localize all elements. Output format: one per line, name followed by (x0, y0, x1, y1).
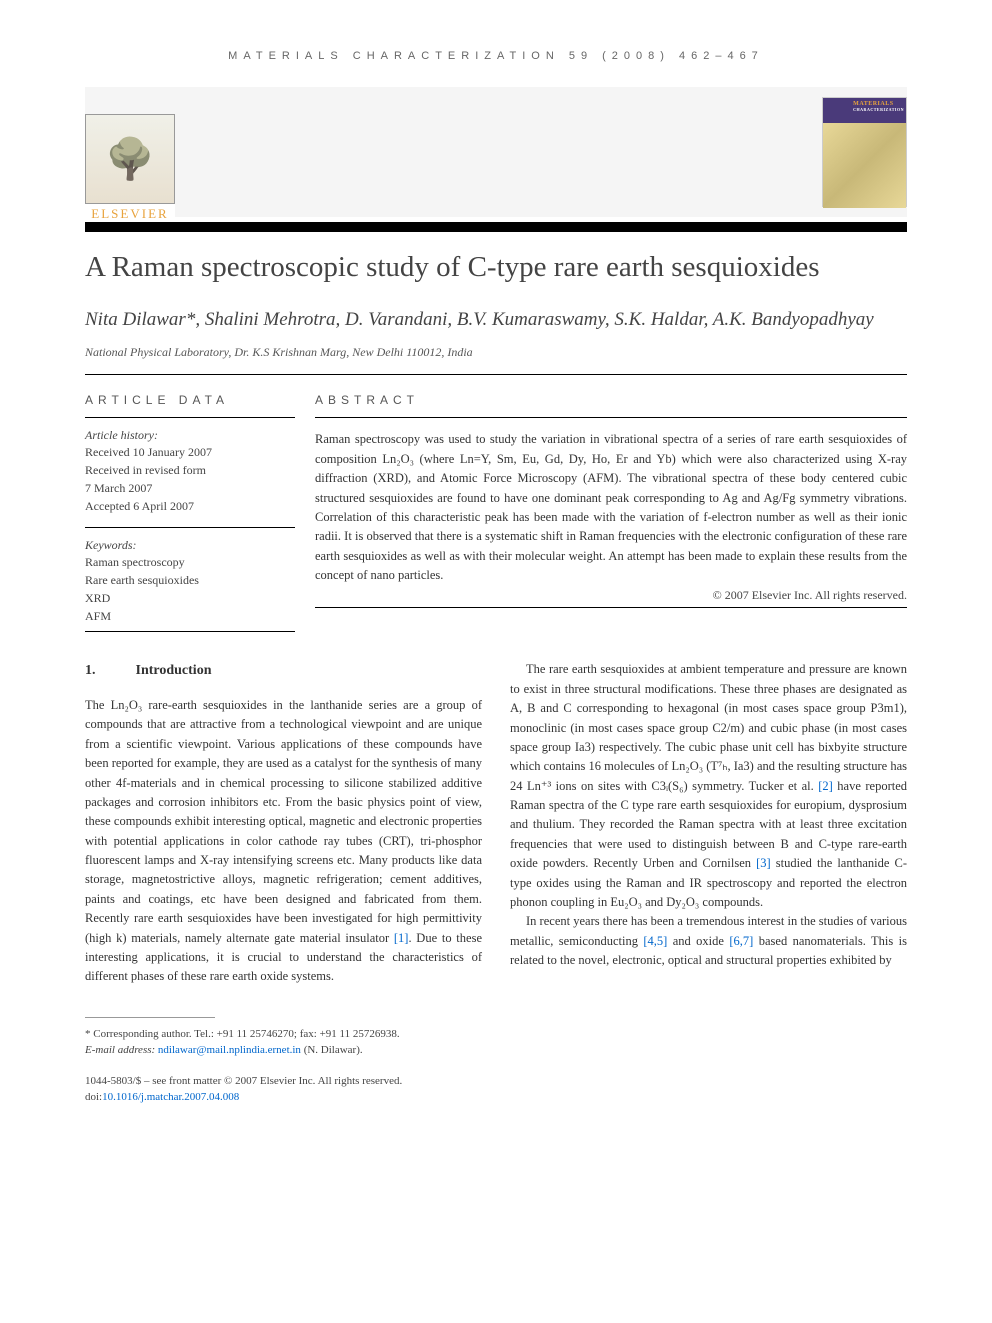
elsevier-tree-icon (85, 114, 175, 204)
article-data-heading: ARTICLE DATA (85, 393, 295, 407)
section-title: Introduction (136, 660, 212, 682)
authors: Nita Dilawar*, Shalini Mehrotra, D. Vara… (85, 307, 907, 334)
article-title: A Raman spectroscopic study of C-type ra… (85, 250, 907, 285)
doi-link[interactable]: 10.1016/j.matchar.2007.04.008 (102, 1091, 239, 1103)
front-matter: 1044-5803/$ – see front matter © 2007 El… (85, 1073, 907, 1090)
copyright-line: © 2007 Elsevier Inc. All rights reserved… (315, 588, 907, 603)
journal-header: ELSEVIER MATERIALS CHARACTERIZATION (85, 87, 907, 217)
corresponding-author: * Corresponding author. Tel.: +91 11 257… (85, 1026, 907, 1043)
article-history-label: Article history: (85, 428, 295, 443)
history-line-3: Accepted 6 April 2007 (85, 497, 295, 515)
abstract-rule-bottom (315, 607, 907, 608)
history-line-1: Received in revised form (85, 461, 295, 479)
elsevier-name: ELSEVIER (85, 206, 175, 222)
ref-link-67[interactable]: [6,7] (729, 934, 753, 948)
footer-rule (85, 1017, 215, 1018)
ref-link-2[interactable]: [2] (818, 779, 833, 793)
title-rule-thick (85, 222, 907, 232)
keywords-label: Keywords: (85, 538, 295, 553)
running-header: MATERIALS CHARACTERIZATION 59 (2008) 462… (85, 50, 907, 62)
intro-para-3: In recent years there has been a tremend… (510, 912, 907, 970)
email-link[interactable]: ndilawar@mail.nplindia.ernet.in (158, 1044, 301, 1056)
history-line-0: Received 10 January 2007 (85, 443, 295, 461)
doi-line: doi:10.1016/j.matchar.2007.04.008 (85, 1089, 907, 1106)
intro-para-2: The rare earth sesquioxides at ambient t… (510, 660, 907, 912)
journal-cover-title: MATERIALS CHARACTERIZATION (853, 101, 904, 113)
abstract-text: Raman spectroscopy was used to study the… (315, 430, 907, 585)
ref-link-45[interactable]: [4,5] (643, 934, 667, 948)
ref-link-3[interactable]: [3] (756, 856, 771, 870)
email-line: E-mail address: ndilawar@mail.nplindia.e… (85, 1042, 907, 1059)
info-section: ARTICLE DATA Article history: Received 1… (85, 381, 907, 625)
section-number: 1. (85, 660, 96, 682)
history-line-2: 7 March 2007 (85, 479, 295, 497)
journal-cover-image (823, 123, 906, 208)
body-column-left: 1. Introduction The Ln₂O₃ rare-earth ses… (85, 660, 482, 986)
elsevier-logo: ELSEVIER (85, 114, 175, 222)
article-data-rule3 (85, 631, 295, 632)
body-column-right: The rare earth sesquioxides at ambient t… (510, 660, 907, 986)
section-1-heading: 1. Introduction (85, 660, 482, 682)
affiliation: National Physical Laboratory, Dr. K.S Kr… (85, 345, 907, 360)
body-section: 1. Introduction The Ln₂O₃ rare-earth ses… (85, 660, 907, 986)
keyword-0: Raman spectroscopy (85, 553, 295, 571)
journal-cover-thumbnail: MATERIALS CHARACTERIZATION (822, 97, 907, 207)
keyword-3: AFM (85, 607, 295, 625)
article-data-rule2 (85, 527, 295, 528)
abstract-column: ABSTRACT Raman spectroscopy was used to … (315, 381, 907, 625)
rule-above-info (85, 374, 907, 375)
ref-link-1[interactable]: [1] (394, 931, 409, 945)
intro-para-1: The Ln₂O₃ rare-earth sesquioxides in the… (85, 696, 482, 987)
abstract-rule-top (315, 417, 907, 418)
article-data-rule1 (85, 417, 295, 418)
article-data-column: ARTICLE DATA Article history: Received 1… (85, 381, 315, 625)
keyword-2: XRD (85, 589, 295, 607)
footer-section: * Corresponding author. Tel.: +91 11 257… (85, 1017, 907, 1106)
keyword-1: Rare earth sesquioxides (85, 571, 295, 589)
abstract-heading: ABSTRACT (315, 393, 907, 407)
